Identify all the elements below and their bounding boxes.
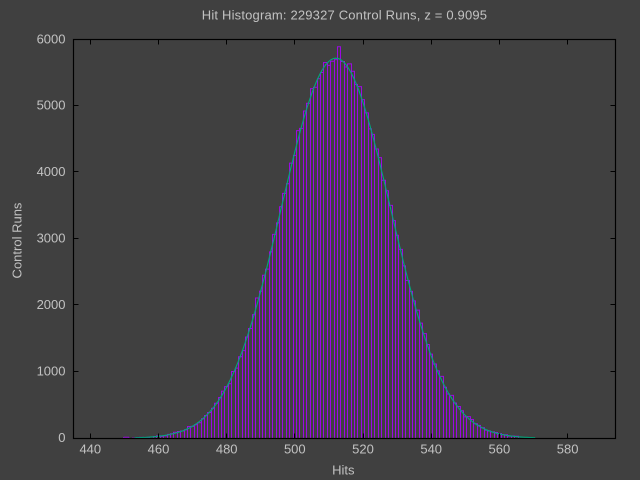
svg-text:1000: 1000 [37,364,66,379]
svg-text:560: 560 [489,442,511,457]
svg-text:3000: 3000 [37,231,66,246]
svg-text:540: 540 [420,442,442,457]
svg-text:480: 480 [216,442,238,457]
svg-text:6000: 6000 [37,31,66,46]
svg-text:Control Runs: Control Runs [9,202,24,278]
svg-text:460: 460 [148,442,170,457]
svg-text:2000: 2000 [37,297,66,312]
svg-text:0: 0 [58,430,65,445]
svg-text:580: 580 [557,442,579,457]
svg-text:4000: 4000 [37,164,66,179]
svg-text:Hits: Hits [332,462,355,477]
svg-text:Hit Histogram: 229327 Control: Hit Histogram: 229327 Control Runs, z = … [202,8,487,23]
svg-text:440: 440 [79,442,101,457]
svg-text:520: 520 [352,442,374,457]
svg-text:5000: 5000 [37,98,66,113]
svg-text:500: 500 [284,442,306,457]
